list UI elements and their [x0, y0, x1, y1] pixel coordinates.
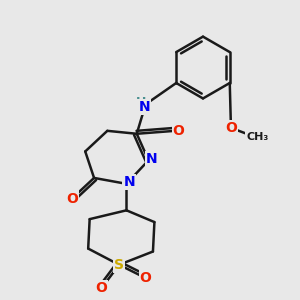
- Text: O: O: [172, 124, 184, 138]
- Text: O: O: [95, 281, 107, 295]
- Text: O: O: [225, 121, 237, 135]
- Text: N: N: [124, 175, 135, 189]
- Text: O: O: [140, 271, 152, 285]
- Text: CH₃: CH₃: [246, 132, 268, 142]
- Text: N: N: [146, 152, 157, 166]
- Text: O: O: [66, 191, 78, 206]
- Text: N: N: [138, 100, 150, 114]
- Text: H: H: [136, 96, 146, 110]
- Text: S: S: [114, 258, 124, 272]
